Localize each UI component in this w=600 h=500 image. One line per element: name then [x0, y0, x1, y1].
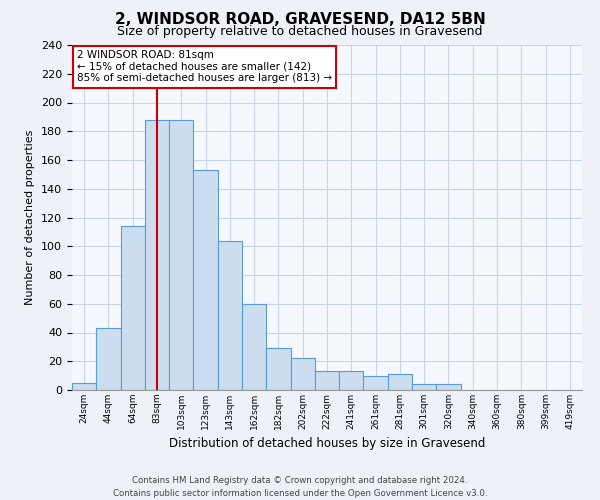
- Y-axis label: Number of detached properties: Number of detached properties: [25, 130, 35, 305]
- Bar: [121, 226, 145, 390]
- Bar: [388, 374, 412, 390]
- Bar: [364, 376, 388, 390]
- Text: Size of property relative to detached houses in Gravesend: Size of property relative to detached ho…: [117, 25, 483, 38]
- Bar: [242, 304, 266, 390]
- Bar: [193, 170, 218, 390]
- Text: 2, WINDSOR ROAD, GRAVESEND, DA12 5BN: 2, WINDSOR ROAD, GRAVESEND, DA12 5BN: [115, 12, 485, 28]
- X-axis label: Distribution of detached houses by size in Gravesend: Distribution of detached houses by size …: [169, 438, 485, 450]
- Bar: [412, 384, 436, 390]
- Text: 2 WINDSOR ROAD: 81sqm
← 15% of detached houses are smaller (142)
85% of semi-det: 2 WINDSOR ROAD: 81sqm ← 15% of detached …: [77, 50, 332, 84]
- Bar: [72, 383, 96, 390]
- Bar: [218, 240, 242, 390]
- Bar: [315, 372, 339, 390]
- Bar: [290, 358, 315, 390]
- Bar: [436, 384, 461, 390]
- Text: Contains HM Land Registry data © Crown copyright and database right 2024.
Contai: Contains HM Land Registry data © Crown c…: [113, 476, 487, 498]
- Bar: [266, 348, 290, 390]
- Bar: [339, 372, 364, 390]
- Bar: [96, 328, 121, 390]
- Bar: [145, 120, 169, 390]
- Bar: [169, 120, 193, 390]
